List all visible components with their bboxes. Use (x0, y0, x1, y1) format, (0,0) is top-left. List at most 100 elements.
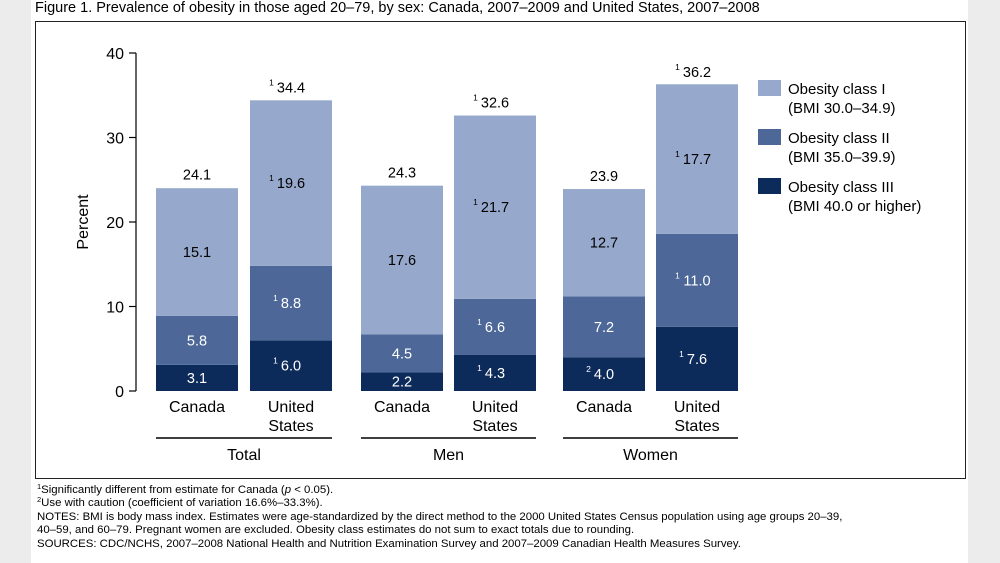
total-label-value: 24.3 (388, 166, 416, 182)
bar-segment (563, 189, 645, 297)
footnote-1-mark: 1 (37, 482, 42, 491)
segment-label-footnote-mark: 1 (273, 293, 278, 303)
category-label: Canada (169, 399, 225, 416)
data-labels: 3.15.815.124.16.018.8119.6134.412.24.517… (183, 62, 711, 391)
segment-label-value: 7.2 (594, 320, 614, 336)
total-label-value: 36.2 (683, 65, 711, 81)
footnote-1: 1Significantly different from estimate f… (37, 482, 962, 497)
segment-label-value: 4.5 (392, 346, 412, 362)
total-label-footnote-mark: 1 (675, 62, 680, 72)
segment-label: 7.2 (594, 320, 614, 336)
segment-label-value: 11.0 (683, 273, 710, 289)
segment-label: 6.61 (477, 317, 505, 336)
notes-line-2: 40–59, and 60–79. Pregnant women are exc… (37, 524, 635, 537)
category-label-line: States (674, 418, 719, 435)
bar-segment (454, 115, 536, 299)
total-label-value: 23.9 (590, 169, 618, 185)
segment-label-value: 6.6 (485, 320, 505, 336)
bars (156, 84, 738, 391)
legend-label: Obesity class I (788, 81, 886, 98)
bar-segment (656, 84, 738, 234)
bar-segment (250, 265, 332, 341)
segment-label: 4.31 (477, 363, 505, 382)
segment-label-footnote-mark: 1 (477, 363, 482, 373)
category-label: Canada (374, 399, 430, 416)
segment-label-footnote-mark: 1 (269, 173, 274, 183)
y-axis: 0 10 20 30 40 Percent (75, 46, 137, 401)
segment-label-value: 19.6 (277, 176, 305, 192)
total-label: 23.9 (590, 169, 618, 185)
category-label-line: United (268, 399, 314, 416)
y-tick-label: 20 (106, 215, 124, 232)
bar-segment (361, 185, 443, 335)
figure-page: Figure 1. Prevalence of obesity in those… (31, 0, 968, 563)
segment-label: 2.2 (392, 375, 412, 391)
segment-label: 4.5 (392, 346, 412, 362)
total-label-value: 24.1 (183, 167, 211, 183)
sources-line: SOURCES: CDC/NCHS, 2007–2008 National He… (37, 537, 741, 550)
group-label: Women (623, 447, 678, 464)
x-axis-categories: Canada United States Canada United States Cana… (156, 399, 738, 464)
segment-label-value: 17.6 (388, 253, 416, 269)
footnote-1-p: p (284, 484, 292, 496)
bar-segment (250, 100, 332, 266)
notes-line-1: NOTES: BMI is body mass index. Estimates… (37, 510, 843, 523)
y-tick-label: 0 (115, 384, 124, 401)
segment-label-footnote-mark: 1 (473, 197, 478, 207)
group-label: Total (227, 447, 261, 464)
segment-label-value: 8.8 (281, 296, 301, 312)
segment-label-footnote-mark: 1 (675, 149, 680, 159)
category-label-line: United (674, 399, 720, 416)
bar-segment (156, 315, 238, 365)
total-label: 32.61 (473, 93, 509, 112)
segment-label: 5.8 (187, 333, 207, 349)
figure-title: Figure 1. Prevalence of obesity in those… (35, 0, 760, 16)
segment-label-value: 6.0 (281, 359, 301, 375)
bar-segment (361, 372, 443, 391)
footnote-1-text-a: Significantly different from estimate fo… (41, 484, 285, 496)
footnote-2-text: Use with caution (coefficient of variati… (41, 497, 323, 510)
y-tick-label: 10 (106, 300, 124, 317)
y-tick-label: 40 (106, 46, 124, 63)
y-tick-label: 30 (106, 131, 124, 148)
segment-label: 8.81 (273, 293, 301, 312)
legend-label: Obesity class II (788, 130, 890, 147)
footnote-2-mark: 2 (37, 495, 42, 505)
segment-label-value: 17.7 (683, 152, 711, 168)
category-label: United States (268, 399, 314, 435)
bar-segment (563, 357, 645, 391)
category-label: United States (674, 399, 720, 435)
segment-label-value: 2.2 (392, 375, 412, 391)
segment-label-value: 4.3 (485, 366, 505, 382)
segment-label-footnote-mark: 1 (273, 356, 278, 366)
bar-segment (156, 364, 238, 391)
segment-label: 11.01 (675, 270, 711, 289)
category-label: United States (472, 399, 518, 435)
segment-label: 7.61 (679, 349, 707, 368)
bar-segment (454, 354, 536, 391)
y-axis-label: Percent (75, 194, 92, 250)
figure-notes: 1Significantly different from estimate f… (37, 482, 962, 551)
category-label: Canada (576, 399, 632, 416)
bar-segment (156, 188, 238, 316)
category-label-line: States (268, 418, 313, 435)
segment-label-value: 15.1 (183, 245, 211, 261)
segment-label: 21.71 (473, 197, 509, 216)
total-label: 34.41 (269, 77, 305, 96)
segment-label: 6.01 (273, 356, 301, 375)
group-label: Men (433, 447, 464, 464)
category-label-line: United (472, 399, 518, 416)
bar-segment (361, 334, 443, 373)
footnote-1-text-b: < 0.05). (291, 484, 334, 496)
legend-swatch (758, 178, 781, 194)
segment-label-value: 21.7 (481, 200, 509, 216)
total-label: 36.21 (675, 62, 711, 81)
chart-frame: 0 10 20 30 40 Percent 3.1 5.8 15.1 24.1 6.0 1 8.8 1 1… (35, 21, 966, 479)
segment-label-footnote-mark: 2 (586, 364, 591, 374)
legend-swatch (758, 129, 781, 145)
legend-range: (BMI 30.0–34.9) (788, 100, 896, 117)
total-label-footnote-mark: 1 (473, 93, 478, 103)
segment-label: 15.1 (183, 245, 211, 261)
segment-label: 3.1 (187, 371, 207, 387)
